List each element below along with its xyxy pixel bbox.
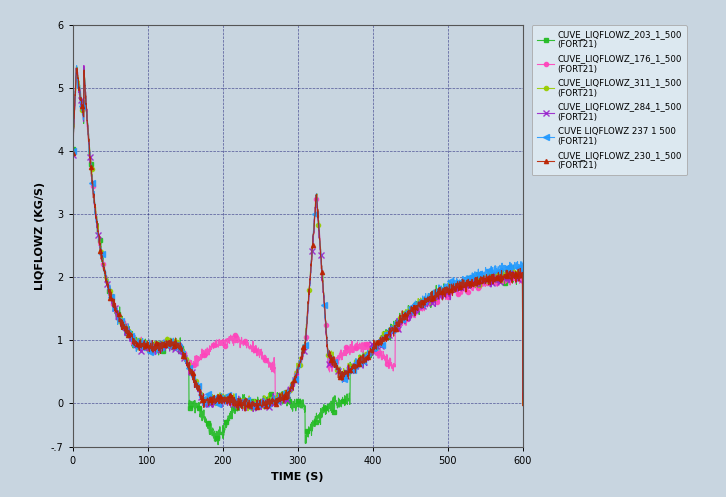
CUVE_LIQFLOWZ_311_1_500
(FORT21) — [91, 207, 100, 213]
CUVE_LIQFLOWZ_176_1_500
(FORT21) — [91, 208, 100, 214]
CUVE_LIQFLOWZ_176_1_500
(FORT21) — [68, 150, 77, 156]
CUVE LIQFLOWZ 237 1 500
(FORT21) — [73, 63, 81, 69]
CUVE_LIQFLOWZ_311_1_500
(FORT21) — [287, 386, 296, 392]
CUVE_LIQFLOWZ_311_1_500
(FORT21) — [506, 275, 515, 281]
CUVE_LIQFLOWZ_284_1_500
(FORT21) — [276, 398, 285, 404]
CUVE LIQFLOWZ 237 1 500
(FORT21) — [423, 299, 432, 305]
CUVE_LIQFLOWZ_230_1_500
(FORT21) — [91, 213, 100, 219]
CUVE_LIQFLOWZ_311_1_500
(FORT21) — [72, 64, 81, 70]
CUVE_LIQFLOWZ_203_1_500
(FORT21) — [68, 147, 77, 153]
CUVE_LIQFLOWZ_203_1_500
(FORT21) — [80, 64, 89, 70]
CUVE_LIQFLOWZ_203_1_500
(FORT21) — [518, 403, 527, 409]
CUVE_LIQFLOWZ_203_1_500
(FORT21) — [276, 399, 285, 405]
CUVE LIQFLOWZ 237 1 500
(FORT21) — [276, 394, 285, 400]
CUVE_LIQFLOWZ_230_1_500
(FORT21) — [73, 65, 81, 71]
CUVE_LIQFLOWZ_230_1_500
(FORT21) — [506, 272, 515, 278]
X-axis label: TIME (S): TIME (S) — [272, 472, 324, 482]
CUVE LIQFLOWZ 237 1 500
(FORT21) — [287, 381, 296, 387]
CUVE_LIQFLOWZ_284_1_500
(FORT21) — [518, 396, 527, 402]
CUVE LIQFLOWZ 237 1 500
(FORT21) — [506, 260, 515, 266]
CUVE_LIQFLOWZ_284_1_500
(FORT21) — [506, 273, 515, 279]
CUVE_LIQFLOWZ_311_1_500
(FORT21) — [244, 408, 253, 414]
CUVE_LIQFLOWZ_230_1_500
(FORT21) — [287, 386, 296, 392]
CUVE_LIQFLOWZ_311_1_500
(FORT21) — [68, 149, 77, 155]
CUVE_LIQFLOWZ_284_1_500
(FORT21) — [80, 63, 89, 69]
Line: CUVE_LIQFLOWZ_176_1_500
(FORT21): CUVE_LIQFLOWZ_176_1_500 (FORT21) — [70, 64, 525, 408]
CUVE_LIQFLOWZ_203_1_500
(FORT21) — [91, 213, 100, 219]
CUVE LIQFLOWZ 237 1 500
(FORT21) — [505, 259, 514, 265]
CUVE_LIQFLOWZ_230_1_500
(FORT21) — [505, 271, 514, 277]
Line: CUVE LIQFLOWZ 237 1 500
(FORT21): CUVE LIQFLOWZ 237 1 500 (FORT21) — [70, 63, 526, 413]
CUVE_LIQFLOWZ_284_1_500
(FORT21) — [249, 409, 258, 414]
Legend: CUVE_LIQFLOWZ_203_1_500
(FORT21), CUVE_LIQFLOWZ_176_1_500
(FORT21), CUVE_LIQFLOW: CUVE_LIQFLOWZ_203_1_500 (FORT21), CUVE_L… — [531, 25, 687, 175]
CUVE_LIQFLOWZ_203_1_500
(FORT21) — [506, 274, 515, 280]
CUVE_LIQFLOWZ_284_1_500
(FORT21) — [505, 278, 514, 284]
CUVE_LIQFLOWZ_176_1_500
(FORT21) — [287, 379, 296, 385]
CUVE_LIQFLOWZ_203_1_500
(FORT21) — [213, 442, 222, 448]
CUVE_LIQFLOWZ_230_1_500
(FORT21) — [276, 399, 285, 405]
Y-axis label: LIQFLOWZ (KG/S): LIQFLOWZ (KG/S) — [36, 182, 45, 290]
CUVE_LIQFLOWZ_284_1_500
(FORT21) — [287, 381, 296, 387]
CUVE_LIQFLOWZ_176_1_500
(FORT21) — [275, 397, 284, 403]
CUVE_LIQFLOWZ_176_1_500
(FORT21) — [505, 273, 514, 279]
CUVE_LIQFLOWZ_230_1_500
(FORT21) — [423, 299, 432, 305]
CUVE_LIQFLOWZ_230_1_500
(FORT21) — [241, 408, 250, 414]
CUVE_LIQFLOWZ_311_1_500
(FORT21) — [276, 393, 285, 399]
CUVE_LIQFLOWZ_203_1_500
(FORT21) — [505, 272, 514, 278]
Line: CUVE_LIQFLOWZ_284_1_500
(FORT21): CUVE_LIQFLOWZ_284_1_500 (FORT21) — [70, 63, 526, 414]
Line: CUVE_LIQFLOWZ_203_1_500
(FORT21): CUVE_LIQFLOWZ_203_1_500 (FORT21) — [70, 65, 525, 447]
CUVE_LIQFLOWZ_311_1_500
(FORT21) — [505, 272, 514, 278]
CUVE_LIQFLOWZ_230_1_500
(FORT21) — [518, 403, 527, 409]
CUVE_LIQFLOWZ_284_1_500
(FORT21) — [91, 211, 100, 217]
CUVE_LIQFLOWZ_176_1_500
(FORT21) — [423, 300, 431, 306]
CUVE_LIQFLOWZ_203_1_500
(FORT21) — [423, 302, 432, 308]
CUVE_LIQFLOWZ_311_1_500
(FORT21) — [518, 402, 527, 408]
Line: CUVE_LIQFLOWZ_230_1_500
(FORT21): CUVE_LIQFLOWZ_230_1_500 (FORT21) — [70, 66, 525, 413]
CUVE LIQFLOWZ 237 1 500
(FORT21) — [518, 389, 527, 395]
CUVE_LIQFLOWZ_230_1_500
(FORT21) — [68, 150, 77, 156]
CUVE LIQFLOWZ 237 1 500
(FORT21) — [246, 407, 255, 413]
CUVE_LIQFLOWZ_284_1_500
(FORT21) — [68, 152, 77, 158]
CUVE LIQFLOWZ 237 1 500
(FORT21) — [68, 148, 77, 154]
Line: CUVE_LIQFLOWZ_311_1_500
(FORT21): CUVE_LIQFLOWZ_311_1_500 (FORT21) — [70, 65, 525, 413]
CUVE_LIQFLOWZ_176_1_500
(FORT21) — [518, 403, 527, 409]
CUVE_LIQFLOWZ_176_1_500
(FORT21) — [80, 63, 89, 69]
CUVE_LIQFLOWZ_311_1_500
(FORT21) — [423, 298, 432, 304]
CUVE_LIQFLOWZ_176_1_500
(FORT21) — [505, 277, 514, 283]
CUVE_LIQFLOWZ_284_1_500
(FORT21) — [423, 304, 432, 310]
CUVE_LIQFLOWZ_203_1_500
(FORT21) — [287, 402, 296, 408]
CUVE LIQFLOWZ 237 1 500
(FORT21) — [91, 216, 100, 222]
